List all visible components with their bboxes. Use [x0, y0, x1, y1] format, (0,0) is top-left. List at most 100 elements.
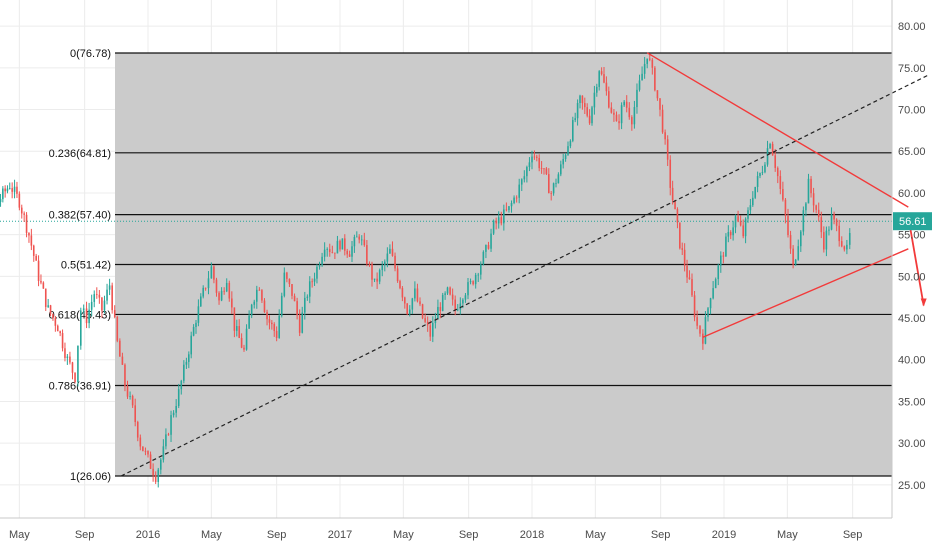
price-candle: [840, 241, 843, 247]
price-candle: [838, 225, 840, 242]
price-candle: [444, 293, 446, 295]
price-candle: [293, 295, 296, 302]
price-candle: [843, 246, 846, 250]
price-candle: [789, 235, 792, 249]
price-candle: [792, 248, 794, 265]
price-candle: [651, 59, 654, 68]
price-axis[interactable]: 25.00 30.00 35.00 40.00 45.00 50.00 55.00 60.00…: [898, 21, 926, 492]
price-candle: [513, 197, 515, 203]
price-candle: [404, 297, 406, 304]
price-candle: [802, 210, 805, 232]
price-candle: [503, 209, 505, 224]
price-candle: [360, 239, 363, 241]
price-candle: [358, 236, 360, 240]
price-candle: [620, 105, 623, 124]
price-candle: [552, 183, 555, 194]
price-candle: [69, 356, 71, 363]
trendlines[interactable]: [120, 52, 930, 477]
price-candle: [424, 318, 426, 322]
price-candle: [18, 193, 21, 208]
price-candle: [812, 193, 815, 206]
price-candle: [709, 298, 712, 309]
price-candle: [557, 174, 560, 184]
price-candle: [727, 231, 730, 237]
fib-level-label: 1(26.06): [70, 471, 111, 483]
fib-level-label: 0(76.78): [70, 48, 111, 60]
price-candle: [121, 356, 124, 365]
price-candle: [581, 95, 584, 104]
price-candle: [245, 328, 248, 350]
price-candle: [752, 197, 754, 206]
price-candle: [683, 249, 686, 266]
x-tick-label: Sep: [75, 529, 95, 541]
dashed-trendline[interactable]: [120, 73, 930, 477]
price-candle: [699, 325, 701, 334]
price-candle: [323, 249, 326, 257]
fib-level-label: 0.236(64.81): [49, 148, 111, 160]
price-candle: [204, 287, 207, 289]
price-candle: [543, 168, 545, 170]
price-candle: [734, 216, 737, 228]
price-candle: [373, 278, 376, 280]
price-candle: [564, 154, 567, 160]
price-candle: [656, 90, 659, 99]
price-candle: [625, 101, 628, 108]
y-tick-label: 45.00: [898, 313, 926, 325]
price-candle: [378, 270, 381, 282]
price-candle: [47, 305, 49, 307]
price-candle: [236, 326, 238, 331]
time-axis[interactable]: May Sep 2016 May Sep 2017 May Sep 2018 May Sep 2019…: [9, 529, 862, 541]
price-candle: [446, 287, 449, 294]
price-candle: [8, 188, 11, 189]
price-candle: [508, 206, 510, 211]
price-candle: [725, 236, 727, 257]
price-candle: [754, 186, 756, 198]
price-candle: [197, 306, 200, 323]
price-candle: [188, 354, 190, 362]
price-candle: [80, 310, 82, 346]
price-candle: [278, 315, 280, 338]
price-candle: [266, 312, 268, 320]
price-candle: [273, 324, 276, 332]
price-candle: [497, 217, 500, 224]
price-candle: [4, 188, 6, 192]
price-candle: [256, 289, 258, 302]
price-candle: [846, 244, 848, 250]
price-candle: [628, 107, 631, 118]
price-candle: [96, 294, 98, 295]
price-candle: [311, 281, 313, 283]
price-candle: [213, 266, 215, 280]
price-candle: [633, 107, 636, 125]
red-trendline[interactable]: [646, 52, 909, 208]
price-candle: [623, 101, 625, 106]
price-candle: [605, 82, 608, 92]
red-trendline[interactable]: [702, 248, 909, 338]
x-tick-label: May: [9, 529, 30, 541]
y-tick-label: 30.00: [898, 438, 926, 450]
y-tick-label: 50.00: [898, 271, 926, 283]
price-candle: [304, 297, 306, 313]
price-candle: [28, 232, 30, 236]
price-candle: [776, 167, 779, 177]
price-candle: [248, 315, 250, 329]
price-candle: [482, 251, 485, 265]
price-candle: [341, 238, 344, 250]
y-tick-label: 60.00: [898, 188, 926, 200]
arrow-head-icon: [920, 298, 927, 307]
price-candle: [321, 256, 323, 266]
projection-arrow[interactable]: [909, 227, 925, 306]
price-candle: [764, 164, 766, 173]
x-tick-label: May: [585, 529, 606, 541]
price-candle: [149, 454, 152, 469]
price-candle: [659, 98, 661, 110]
price-candle: [30, 235, 33, 246]
price-candle: [253, 301, 256, 305]
price-candle: [363, 239, 366, 246]
price-candle: [441, 294, 444, 311]
price-candle: [258, 289, 261, 291]
price-candle: [23, 213, 25, 215]
price-candle: [119, 340, 121, 357]
price-candle: [815, 205, 817, 210]
price-candle: [207, 278, 210, 289]
